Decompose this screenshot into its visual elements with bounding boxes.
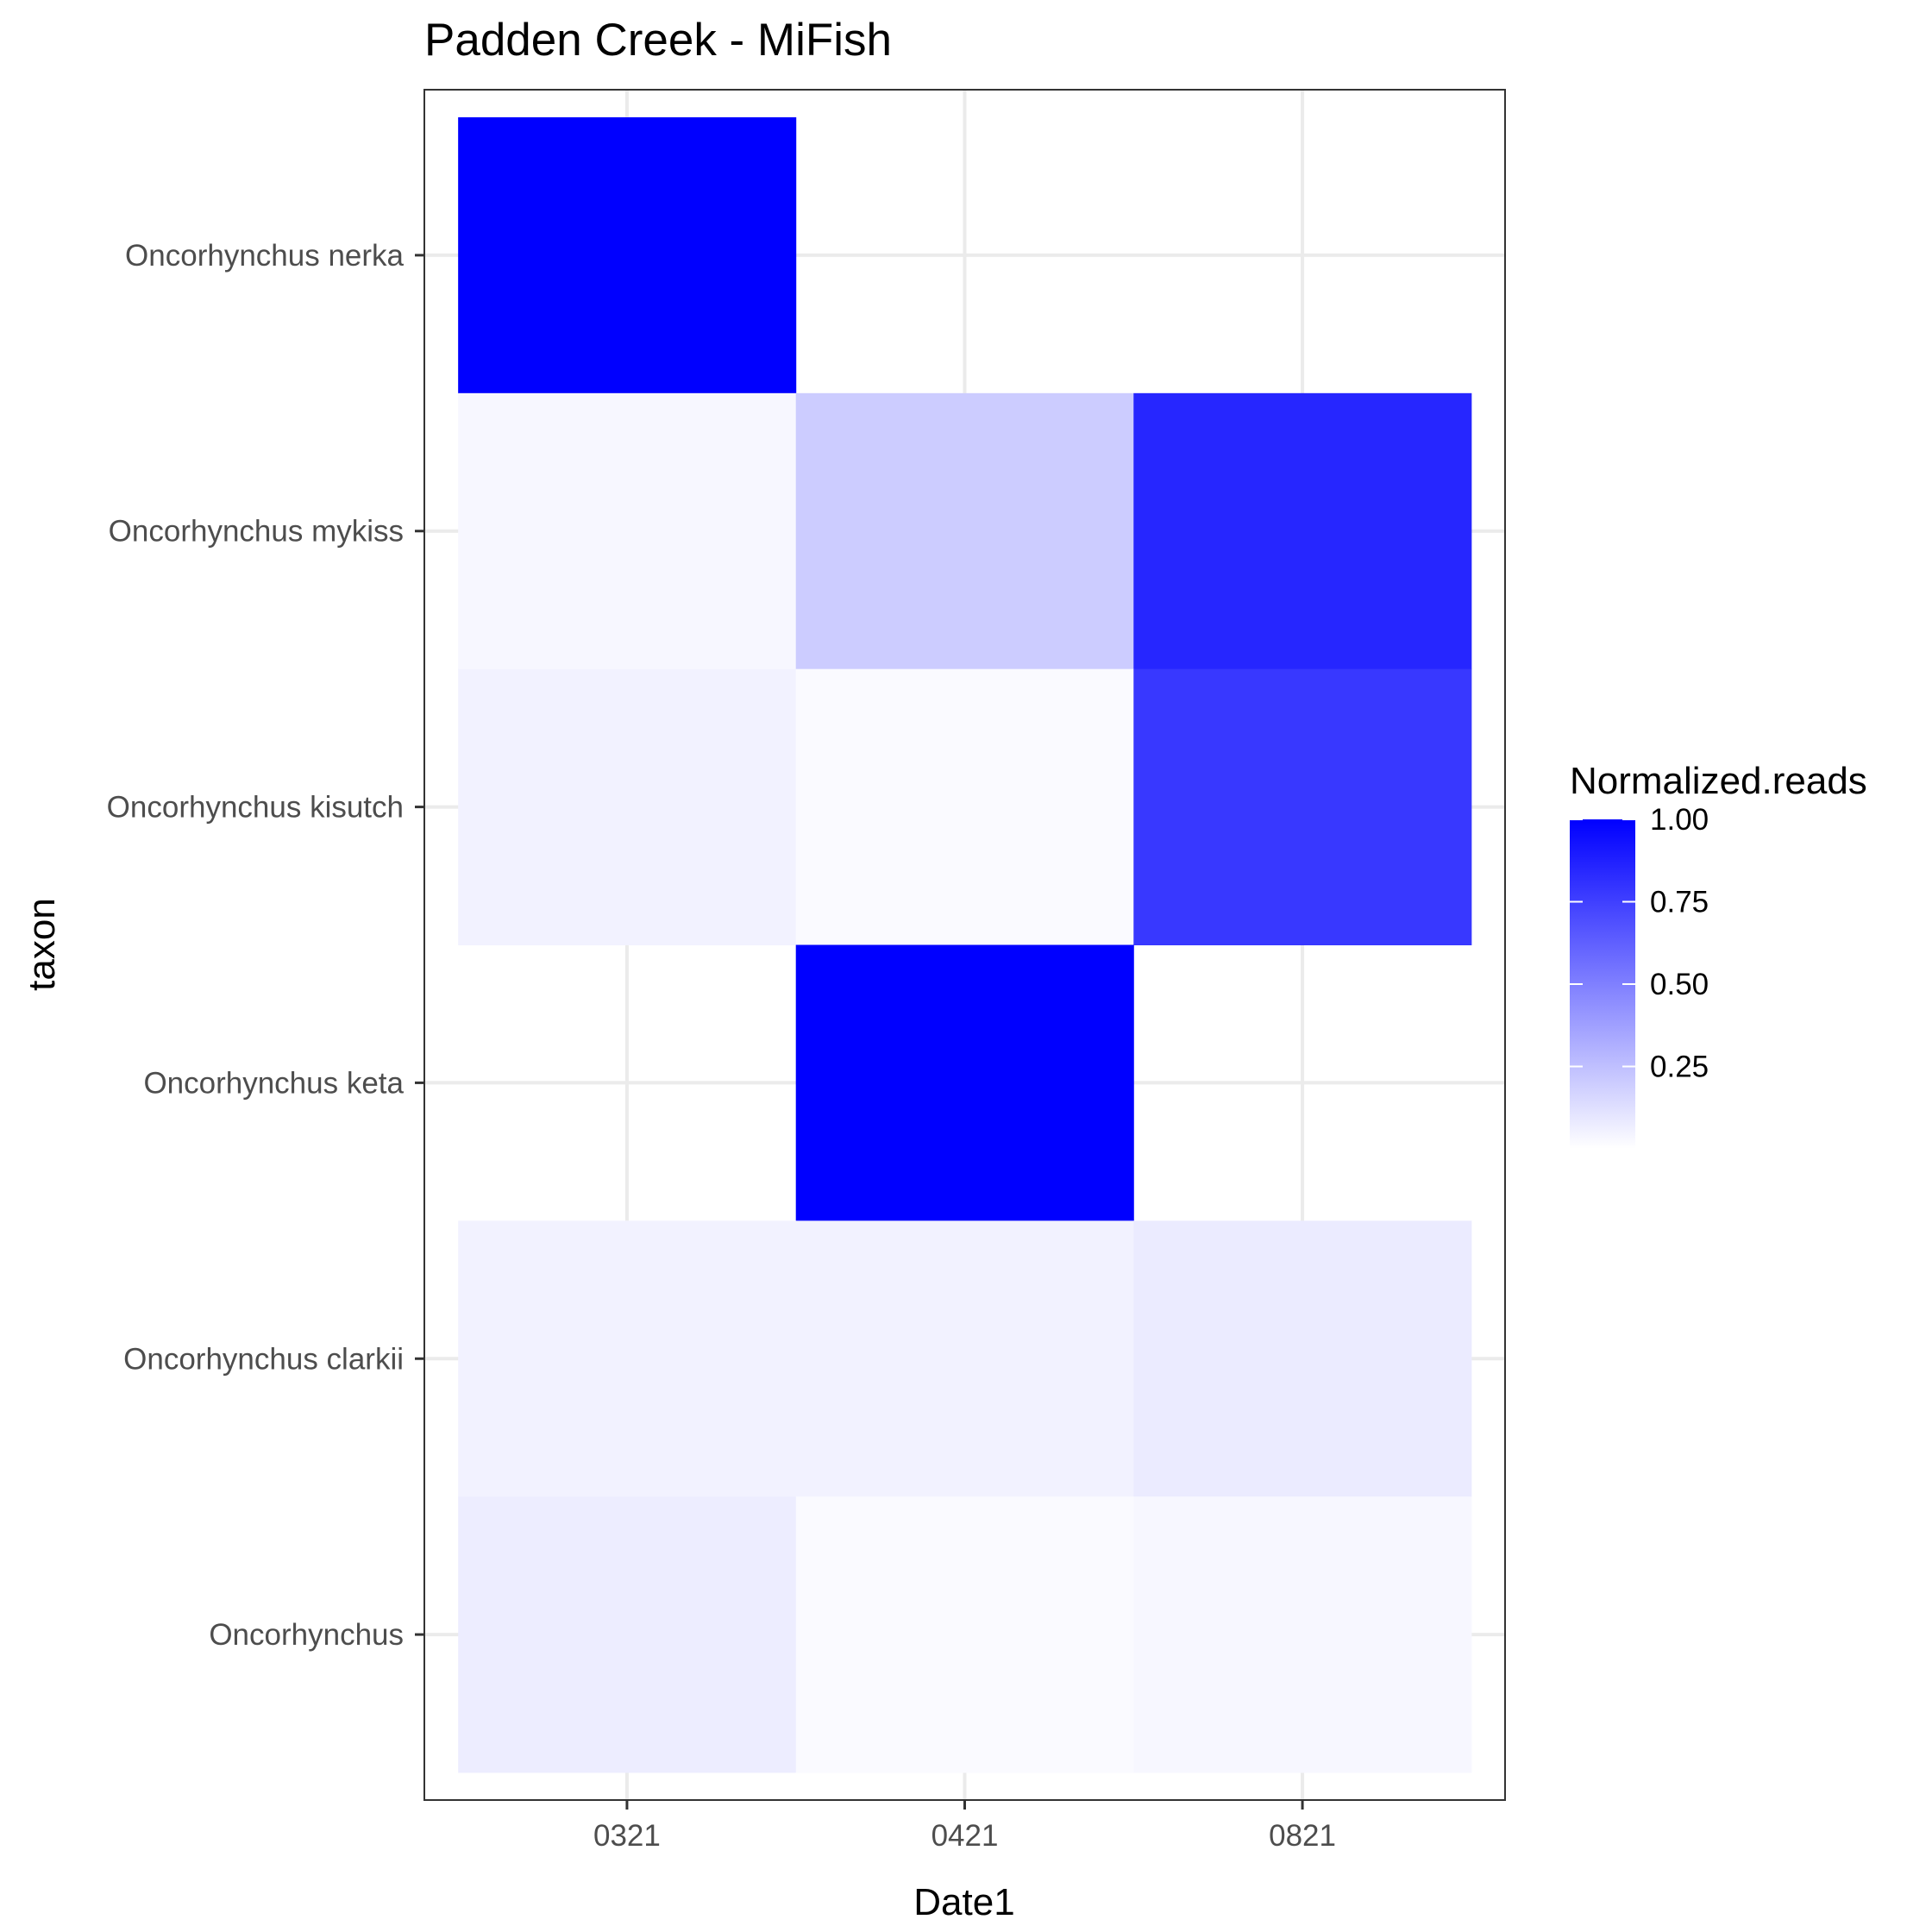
legend: Normalized.reads 1.00 0.75 0.50 0.25 (1570, 760, 1867, 1149)
heatmap-tile (458, 116, 797, 394)
legend-ticks: 1.00 0.75 0.50 0.25 (1570, 803, 1709, 1084)
heatmap-tile (1133, 1220, 1472, 1497)
legend-tick-label: 0.25 (1650, 1051, 1709, 1084)
heatmap-tile (458, 1496, 797, 1773)
chart-title: Padden Creek - MiFish (424, 15, 892, 66)
x-tick-label: 0321 (593, 1819, 661, 1853)
x-tick-label: 0421 (932, 1819, 999, 1853)
heatmap-tile (1133, 392, 1472, 670)
legend-title: Normalized.reads (1570, 760, 1867, 802)
y-axis-label: taxon (21, 898, 63, 991)
heatmap-tile (795, 944, 1134, 1221)
heatmap-tile (795, 1220, 1134, 1497)
y-tick-label: Oncorhynchus (209, 1618, 404, 1652)
y-tick-label: Oncorhynchus clarkii (123, 1342, 404, 1376)
y-tick-label: Oncorhynchus keta (143, 1066, 404, 1100)
heatmap-tile (1133, 668, 1472, 945)
heatmap-tile (1133, 1496, 1472, 1773)
y-axis: Oncorhynchus nerka Oncorhynchus mykiss Onc… (107, 239, 424, 1652)
x-axis: 0321 0421 0821 (593, 1800, 1336, 1853)
heatmap-tiles (458, 116, 1472, 1773)
legend-tick-label: 0.75 (1650, 886, 1709, 919)
legend-tick-label: 1.00 (1650, 803, 1709, 837)
y-tick-label: Oncorhynchus kisutch (107, 791, 404, 825)
heatmap-tile (458, 668, 797, 945)
heatmap-tile (458, 392, 797, 670)
heatmap-tile (795, 392, 1134, 670)
y-tick-label: Oncorhynchus mykiss (109, 515, 404, 549)
heatmap-tile (795, 1496, 1134, 1773)
y-tick-label: Oncorhynchus nerka (125, 239, 404, 273)
heatmap-tile (795, 668, 1134, 945)
plot-panel (423, 89, 1506, 1801)
legend-tick-label: 0.50 (1650, 968, 1709, 1001)
x-tick-label: 0821 (1269, 1819, 1336, 1853)
x-axis-label: Date1 (913, 1881, 1014, 1923)
heatmap-tile (458, 1220, 797, 1497)
